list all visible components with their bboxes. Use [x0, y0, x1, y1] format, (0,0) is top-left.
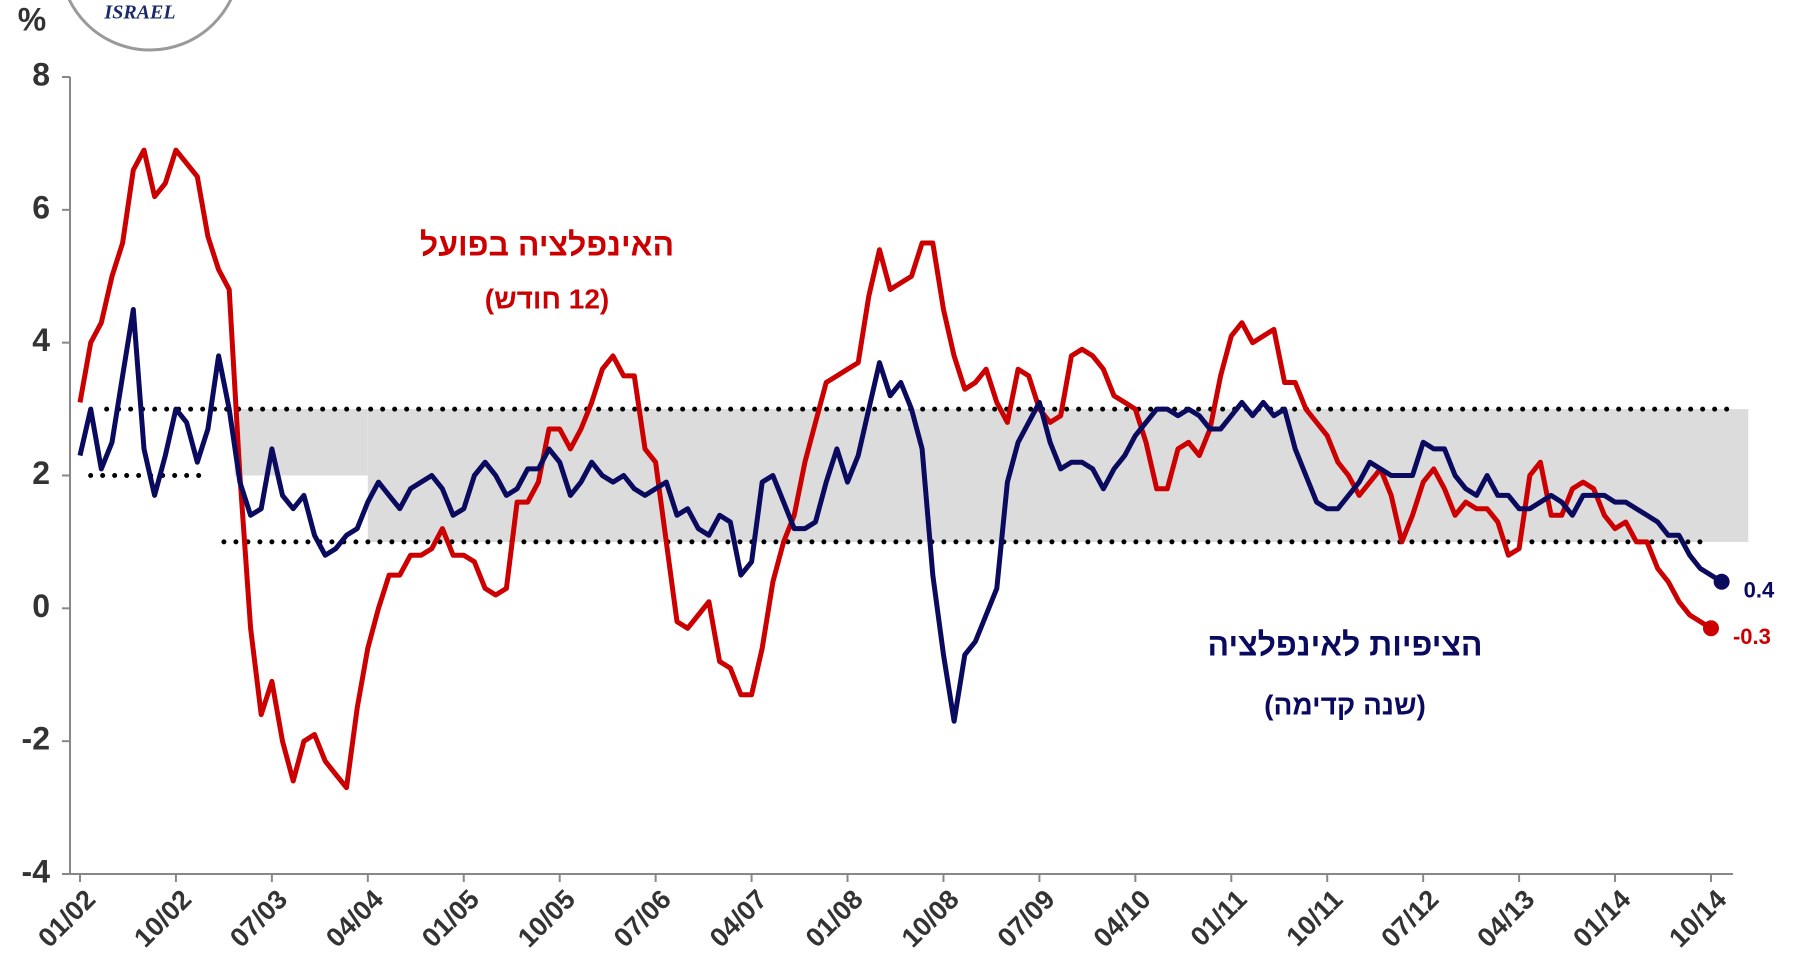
series-line: [77, 307, 1723, 724]
y-tick-label: -2: [22, 721, 50, 757]
annotation: (שנה קדימה): [1264, 689, 1426, 720]
x-tick-label: 07/09: [992, 884, 1061, 953]
x-tick-label: 07/03: [224, 884, 293, 953]
y-tick-label: 6: [32, 189, 50, 225]
x-tick-label: 04/10: [1088, 884, 1157, 953]
x-tick-label: 10/02: [128, 884, 197, 953]
x-tick-label: 01/08: [800, 884, 869, 953]
x-tick-label: 10/05: [512, 884, 581, 953]
x-tick-label: 01/05: [416, 884, 485, 953]
logo-text: ISRAEL: [103, 2, 175, 24]
annotation: האינפלציה בפועל: [420, 226, 674, 262]
y-tick-label: -4: [22, 853, 51, 889]
y-tick-label: 0: [32, 588, 50, 624]
y-tick-label: 4: [32, 322, 50, 358]
annotation: (12 חודש): [485, 283, 609, 314]
target-band: [234, 409, 368, 476]
annotation: הציפיות לאינפלציה: [1207, 626, 1482, 662]
end-label: 0.4: [1744, 578, 1775, 603]
x-tick-label: 01/14: [1567, 884, 1636, 953]
x-tick-label: 10/14: [1663, 884, 1732, 953]
x-tick-label: 04/07: [704, 884, 773, 953]
x-tick-label: 01/11: [1185, 884, 1253, 952]
y-tick-label: 8: [32, 56, 50, 92]
end-point: [1713, 573, 1730, 590]
x-tick-label: 10/11: [1281, 884, 1349, 952]
end-point: [1702, 620, 1719, 637]
x-tick-label: 07/06: [608, 884, 677, 953]
x-tick-label: 04/04: [320, 884, 389, 953]
y-tick-label: 2: [32, 455, 50, 491]
x-tick-label: 10/08: [896, 884, 965, 953]
target-band: [367, 409, 1749, 542]
x-tick-label: 01/02: [32, 884, 101, 953]
end-label: -0.3: [1733, 624, 1771, 649]
logo-seal: [67, 0, 233, 52]
series-line: [77, 147, 1713, 791]
y-unit-label: %: [18, 1, 46, 37]
x-tick-label: 04/13: [1471, 884, 1540, 953]
x-tick-label: 07/12: [1375, 884, 1444, 953]
